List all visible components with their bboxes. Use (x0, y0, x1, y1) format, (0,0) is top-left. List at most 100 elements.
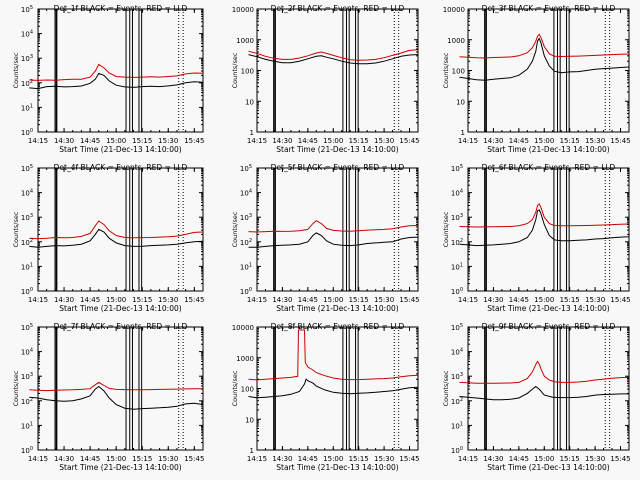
x-axis-label: Start Time (21-Dec-13 14:10:00) (276, 145, 398, 154)
x-tick-label: 15:15 (349, 296, 369, 304)
y-tick-exponent: 0 (460, 287, 463, 293)
x-tick-label: 14:15 (458, 455, 478, 463)
panel-title: Det_3f BLACK = Events, RED = LLD (482, 4, 616, 13)
x-tick-label: 15:45 (610, 296, 630, 304)
y-tick-exponent: 2 (30, 238, 33, 244)
x-tick-label: 14:15 (458, 137, 478, 145)
y-tick-label: 103 (240, 213, 252, 222)
y-tick-label: 105 (451, 164, 463, 173)
y-tick-label: 10 (245, 416, 254, 424)
y-tick-label: 103 (451, 372, 463, 381)
y-tick-base: 10 (21, 288, 30, 296)
x-tick-label: 15:30 (374, 137, 394, 145)
y-tick-base: 10 (21, 422, 30, 430)
x-tick-label: 14:45 (80, 296, 100, 304)
y-tick-label: 101 (21, 421, 33, 430)
plot-frame (37, 8, 204, 133)
series-events-line (248, 232, 419, 248)
y-tick-label: 102 (240, 238, 252, 247)
y-tick-label: 104 (21, 30, 33, 39)
x-tick-label: 14:45 (509, 455, 529, 463)
x-tick-label: 14:45 (509, 296, 529, 304)
y-tick-exponent: 0 (249, 287, 252, 293)
y-tick-base: 10 (21, 398, 30, 406)
y-tick-exponent: 4 (460, 348, 463, 354)
y-tick-exponent: 4 (30, 30, 33, 36)
y-tick-label: 1000 (236, 355, 254, 363)
y-axis-label: Counts/sec (442, 211, 450, 247)
series-lld-line (248, 49, 419, 61)
x-tick-label: 14:45 (80, 455, 100, 463)
y-tick-label: 104 (451, 189, 463, 198)
x-axis-label: Start Time (21-Dec-13 14:10:00) (487, 304, 609, 313)
x-tick-label: 14:30 (272, 296, 292, 304)
y-tick-base: 10 (21, 263, 30, 271)
y-tick-label: 105 (21, 323, 33, 332)
y-tick-base: 10 (21, 80, 30, 88)
y-tick-label: 104 (21, 189, 33, 198)
y-axis-label: Counts/sec (231, 211, 239, 247)
y-tick-exponent: 1 (460, 421, 463, 427)
x-tick-label: 15:45 (610, 137, 630, 145)
y-tick-label: 101 (240, 262, 252, 271)
x-tick-label: 14:30 (54, 296, 74, 304)
y-tick-base: 10 (451, 190, 460, 198)
y-tick-exponent: 3 (30, 54, 33, 60)
y-tick-exponent: 3 (249, 213, 252, 219)
x-tick-label: 14:30 (54, 137, 74, 145)
series-lld-line (29, 63, 204, 81)
series-lld-line (459, 360, 630, 384)
y-tick-base: 10 (21, 31, 30, 39)
x-tick-label: 15:30 (374, 455, 394, 463)
y-tick-exponent: 2 (30, 397, 33, 403)
y-tick-label: 102 (21, 397, 33, 406)
x-tick-label: 15:00 (106, 455, 126, 463)
y-tick-base: 10 (21, 129, 30, 137)
panel-title: Det_6f BLACK = Events, RED = LLD (482, 163, 616, 172)
series-events-line (29, 228, 204, 248)
y-tick-exponent: 0 (30, 128, 33, 134)
y-tick-exponent: 5 (30, 323, 33, 329)
y-tick-exponent: 5 (30, 5, 33, 11)
x-tick-label: 15:15 (560, 296, 580, 304)
y-tick-exponent: 5 (460, 323, 463, 329)
series-events-line (29, 385, 204, 410)
y-tick-base: 10 (451, 422, 460, 430)
x-tick-label: 14:30 (272, 455, 292, 463)
x-tick-label: 15:00 (534, 455, 554, 463)
series-lld-line (29, 381, 203, 392)
x-tick-label: 14:15 (28, 455, 48, 463)
y-axis-label: Counts/sec (442, 52, 450, 88)
x-tick-label: 14:15 (458, 296, 478, 304)
y-tick-base: 10 (21, 447, 30, 455)
y-tick-base: 10 (240, 288, 249, 296)
panel-2: 1 10 100 1000 10000 14:15 14:30 14:45 15:00 15:15… (231, 4, 420, 154)
y-tick-label: 1 (250, 129, 254, 137)
y-tick-exponent: 4 (460, 189, 463, 195)
series-events-line (248, 378, 419, 399)
y-tick-exponent: 1 (30, 262, 33, 268)
y-tick-base: 10 (451, 263, 460, 271)
x-tick-label: 15:45 (184, 137, 204, 145)
y-tick-base: 10 (451, 324, 460, 332)
x-axis-label: Start Time (21-Dec-13 14:10:00) (276, 463, 398, 472)
y-tick-label: 100 (21, 287, 33, 296)
panel-title: Det_5f BLACK = Events, RED = LLD (271, 163, 405, 172)
y-tick-exponent: 1 (249, 262, 252, 268)
y-tick-exponent: 5 (460, 164, 463, 170)
y-tick-exponent: 0 (460, 446, 463, 452)
y-tick-base: 10 (240, 165, 249, 173)
y-tick-label: 102 (451, 397, 463, 406)
y-tick-label: 10 (456, 98, 465, 106)
y-tick-exponent: 1 (30, 103, 33, 109)
y-tick-label: 103 (21, 372, 33, 381)
y-tick-exponent: 3 (30, 372, 33, 378)
y-tick-label: 1000 (447, 37, 465, 45)
x-tick-label: 14:15 (247, 137, 267, 145)
x-tick-label: 14:15 (28, 296, 48, 304)
plot-frame (256, 167, 419, 292)
y-tick-label: 103 (21, 213, 33, 222)
y-tick-exponent: 2 (30, 79, 33, 85)
